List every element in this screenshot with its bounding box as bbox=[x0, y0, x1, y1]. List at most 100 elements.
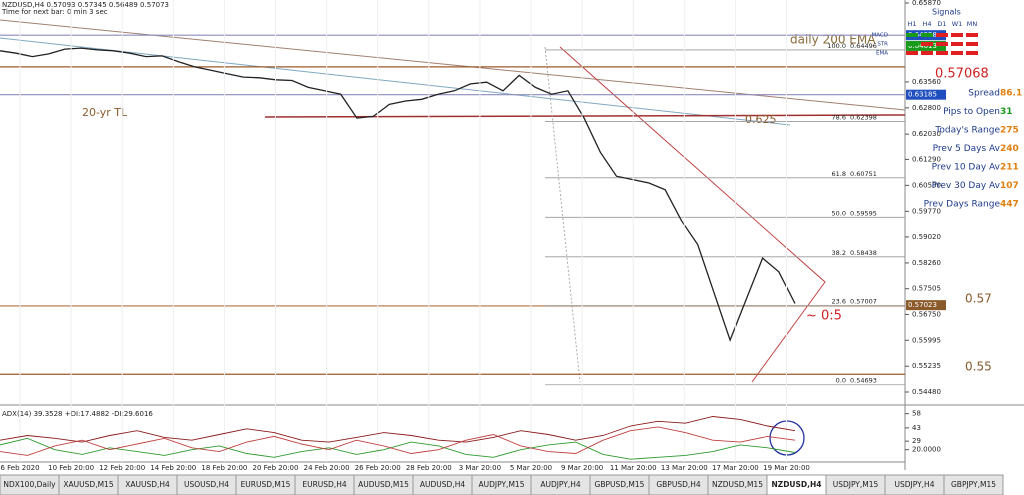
signal-column: H1 bbox=[907, 20, 916, 28]
signals-title: Signals bbox=[932, 8, 961, 17]
annotation: daily 200 EMA bbox=[790, 33, 876, 47]
info-value: 86.1 bbox=[1000, 89, 1022, 99]
signal-row: STR bbox=[877, 42, 888, 48]
tab-label[interactable]: EURUSD,H4 bbox=[302, 480, 346, 489]
signal-column: MN bbox=[967, 20, 978, 28]
tab-label[interactable]: GBPJPY,M15 bbox=[951, 480, 996, 489]
x-tick-label: 28 Feb 20:00 bbox=[406, 464, 452, 472]
x-tick-label: 14 Feb 20:00 bbox=[150, 464, 196, 472]
triangle bbox=[559, 46, 826, 383]
x-tick-label: 6 Feb 2020 bbox=[0, 464, 39, 472]
annotation: 0.55 bbox=[965, 360, 992, 374]
tab-label[interactable]: USDJPY,M15 bbox=[833, 480, 879, 489]
fib-ratio: 100.0 bbox=[827, 42, 846, 50]
tab-label[interactable]: AUDJPY,H4 bbox=[540, 480, 581, 489]
fib-price: 0.62398 bbox=[850, 114, 877, 122]
x-tick-label: 11 Mar 20:00 bbox=[610, 464, 657, 472]
adx-title: ADX(14) 39.3528 +DI:17.4882 -DI:29.6016 bbox=[2, 410, 153, 418]
y-tick-label: 0.60530 bbox=[912, 181, 941, 189]
signal-column: W1 bbox=[952, 20, 963, 28]
x-tick-label: 26 Feb 20:00 bbox=[355, 464, 401, 472]
tab-label[interactable]: NZDUSD,H4 bbox=[771, 480, 821, 489]
fib-price: 0.58438 bbox=[850, 249, 877, 257]
fib-price: 0.59595 bbox=[850, 209, 877, 217]
adx-line bbox=[0, 437, 796, 460]
fib-ratio: 50.0 bbox=[832, 209, 846, 217]
timer: Time for next bar: 0 min 3 sec bbox=[1, 8, 108, 16]
fib-ratio: 23.6 bbox=[832, 298, 846, 306]
info-label: Prev 5 Days Av bbox=[933, 144, 1001, 154]
y-tick-label: 0.61290 bbox=[912, 155, 941, 163]
signal-cell bbox=[966, 33, 978, 37]
price-line bbox=[0, 47, 796, 342]
signal-cell bbox=[966, 51, 978, 55]
info-value: 447 bbox=[1000, 200, 1019, 210]
ma-line bbox=[0, 37, 791, 126]
tab-label[interactable]: AUDJPY,M15 bbox=[479, 480, 525, 489]
tab-label[interactable]: EURUSD,M15 bbox=[241, 480, 291, 489]
signal-column: H4 bbox=[922, 20, 931, 28]
y-tick-label: 0.62800 bbox=[912, 104, 941, 112]
annotation: ~ 0:5 bbox=[806, 309, 842, 324]
annotation: 0.57 bbox=[965, 292, 992, 306]
tab-label[interactable]: USDJPY,H4 bbox=[895, 480, 935, 489]
info-label: Today's Range bbox=[934, 126, 1000, 136]
fib-diagonal bbox=[544, 46, 581, 383]
adx-tick-label: 58 bbox=[912, 410, 921, 418]
y-tick-label: 0.58260 bbox=[912, 259, 941, 267]
x-tick-label: 20 Feb 20:00 bbox=[253, 464, 299, 472]
tab[interactable] bbox=[943, 474, 1004, 495]
x-tick-label: 12 Feb 20:00 bbox=[99, 464, 145, 472]
info-value: 211 bbox=[1000, 163, 1019, 173]
adx-line bbox=[0, 416, 796, 443]
x-tick-label: 5 Mar 20:00 bbox=[510, 464, 552, 472]
price-box-label: 0.57023 bbox=[908, 301, 937, 309]
fib-price: 0.64496 bbox=[850, 42, 877, 50]
x-tick-label: 24 Feb 20:00 bbox=[304, 464, 350, 472]
info-label: Prev 30 Day Av bbox=[932, 181, 1001, 191]
signal-row: MACD bbox=[872, 33, 889, 39]
tab-label[interactable]: AUDUSD,H4 bbox=[420, 480, 465, 489]
fib-ratio: 78.6 bbox=[832, 114, 846, 122]
x-tick-label: 10 Feb 20:00 bbox=[48, 464, 94, 472]
y-tick-label: 0.59770 bbox=[912, 207, 941, 215]
info-label: Prev Days Range bbox=[924, 200, 1001, 210]
tab-label[interactable]: GBPUSD,M15 bbox=[595, 480, 645, 489]
signal-cell bbox=[936, 33, 948, 37]
fib-ratio: 61.8 bbox=[832, 170, 846, 178]
tab-label[interactable]: AUDUSD,M15 bbox=[358, 480, 409, 489]
info-label: Pips to Open bbox=[943, 107, 1000, 117]
info-value: 240 bbox=[1000, 144, 1019, 154]
info-value: 31 bbox=[1000, 107, 1013, 117]
info-label: Spread bbox=[968, 89, 1000, 99]
tab-label[interactable]: NZDUSD,M15 bbox=[712, 480, 763, 489]
signal-cell bbox=[951, 42, 963, 46]
signal-column: D1 bbox=[937, 20, 946, 28]
fib-price: 0.60751 bbox=[850, 170, 877, 178]
tab-label[interactable]: GBPUSD,H4 bbox=[656, 480, 701, 489]
x-tick-label: 13 Mar 20:00 bbox=[661, 464, 708, 472]
signal-cell bbox=[906, 33, 918, 37]
annotation: 20-yr TL bbox=[82, 106, 128, 119]
x-tick-label: 9 Mar 20:00 bbox=[561, 464, 603, 472]
fib-ratio: 38.2 bbox=[832, 249, 846, 257]
adx-line bbox=[0, 426, 796, 456]
signal-cell bbox=[921, 33, 933, 37]
x-tick-label: 19 Mar 20:00 bbox=[763, 464, 810, 472]
tab-label[interactable]: NDX100,Daily bbox=[3, 480, 56, 489]
y-tick-label: 0.55995 bbox=[912, 336, 941, 344]
tab-label[interactable]: XAUUSD,H4 bbox=[125, 480, 170, 489]
signal-cell bbox=[921, 42, 933, 46]
y-tick-label: 0.63560 bbox=[912, 78, 941, 86]
price-box-label: 0.63185 bbox=[908, 91, 937, 99]
y-tick-label: 0.55235 bbox=[912, 362, 941, 370]
x-tick-label: 3 Mar 20:00 bbox=[459, 464, 501, 472]
fib-price: 0.57007 bbox=[850, 298, 877, 306]
signal-cell bbox=[936, 51, 948, 55]
tab-label[interactable]: USOUSD,H4 bbox=[184, 480, 229, 489]
y-tick-label: 0.56750 bbox=[912, 310, 941, 318]
tab-label[interactable]: XAUUSD,M15 bbox=[63, 480, 113, 489]
annotation: 0.625 bbox=[745, 113, 777, 126]
